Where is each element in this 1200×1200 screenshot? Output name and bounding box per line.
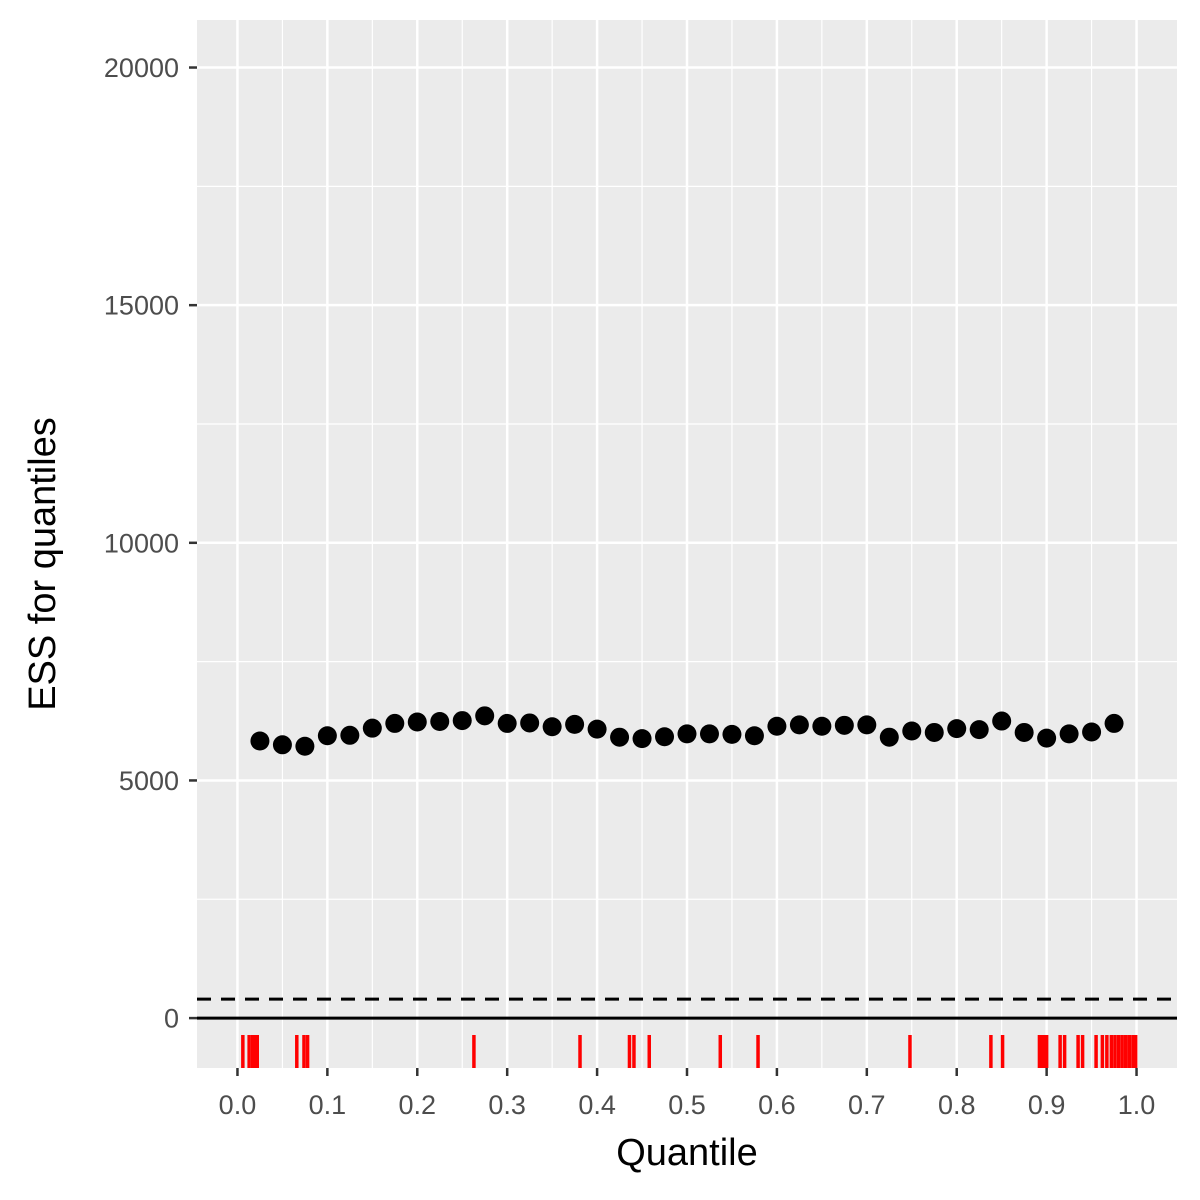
data-point [812,716,832,736]
reference-lines [197,997,1177,1020]
x-tick-label: 0.5 [668,1090,706,1120]
y-tick-label: 15000 [104,291,179,321]
data-point [699,724,719,744]
data-point [767,716,787,736]
data-point [969,720,989,740]
data-point [565,714,585,734]
data-point [272,735,292,755]
y-axis: 0 5000 10000 15000 20000 [104,53,197,1034]
y-tick-label: 20000 [104,53,179,83]
x-tick-label: 0.3 [488,1090,526,1120]
data-point [857,715,877,735]
data-point [362,718,382,738]
data-point [924,722,944,742]
x-tick-label: 0.1 [309,1090,347,1120]
x-tick-label: 0.9 [1028,1090,1066,1120]
data-point [452,711,472,731]
data-point [992,711,1012,731]
data-point [542,717,562,737]
data-point [520,713,540,733]
data-point [655,727,675,747]
data-point [744,726,764,746]
x-tick-label: 0.8 [938,1090,976,1120]
data-point [295,736,315,756]
rug-marks [241,1035,1138,1068]
data-point [475,706,495,726]
x-tick-label: 0.6 [758,1090,796,1120]
data-point [250,731,270,751]
data-point [340,725,360,745]
y-tick-label: 5000 [119,766,179,796]
y-tick-label: 10000 [104,528,179,558]
data-points [250,706,1124,756]
y-axis-title: ESS for quantiles [22,417,64,711]
data-point [722,724,742,744]
data-point [385,713,405,733]
data-point [317,726,337,746]
x-tick-label: 0.2 [399,1090,437,1120]
data-point [407,712,427,732]
data-point [1014,722,1034,742]
data-point [497,713,517,733]
x-axis-title: Quantile [616,1132,758,1174]
x-tick-label: 0.4 [578,1090,616,1120]
data-point [879,727,899,747]
data-point [1037,728,1057,748]
x-tick-label: 0.7 [848,1090,886,1120]
x-tick-label: 0.0 [219,1090,257,1120]
data-point [1059,724,1079,744]
data-point [1104,713,1124,733]
data-point [834,715,854,735]
data-point [947,719,967,739]
data-point [587,719,607,739]
data-point [677,724,697,744]
data-point [1082,722,1102,742]
y-tick-label: 0 [164,1004,179,1034]
data-point [632,729,652,749]
data-point [902,721,922,741]
x-axis: 0.0 0.1 0.2 0.3 0.4 0.5 0.6 0.7 0.8 0.9 1.0 [219,1068,1156,1120]
x-tick-label: 1.0 [1118,1090,1156,1120]
data-point [610,727,630,747]
data-point [789,715,809,735]
data-point [430,712,450,732]
